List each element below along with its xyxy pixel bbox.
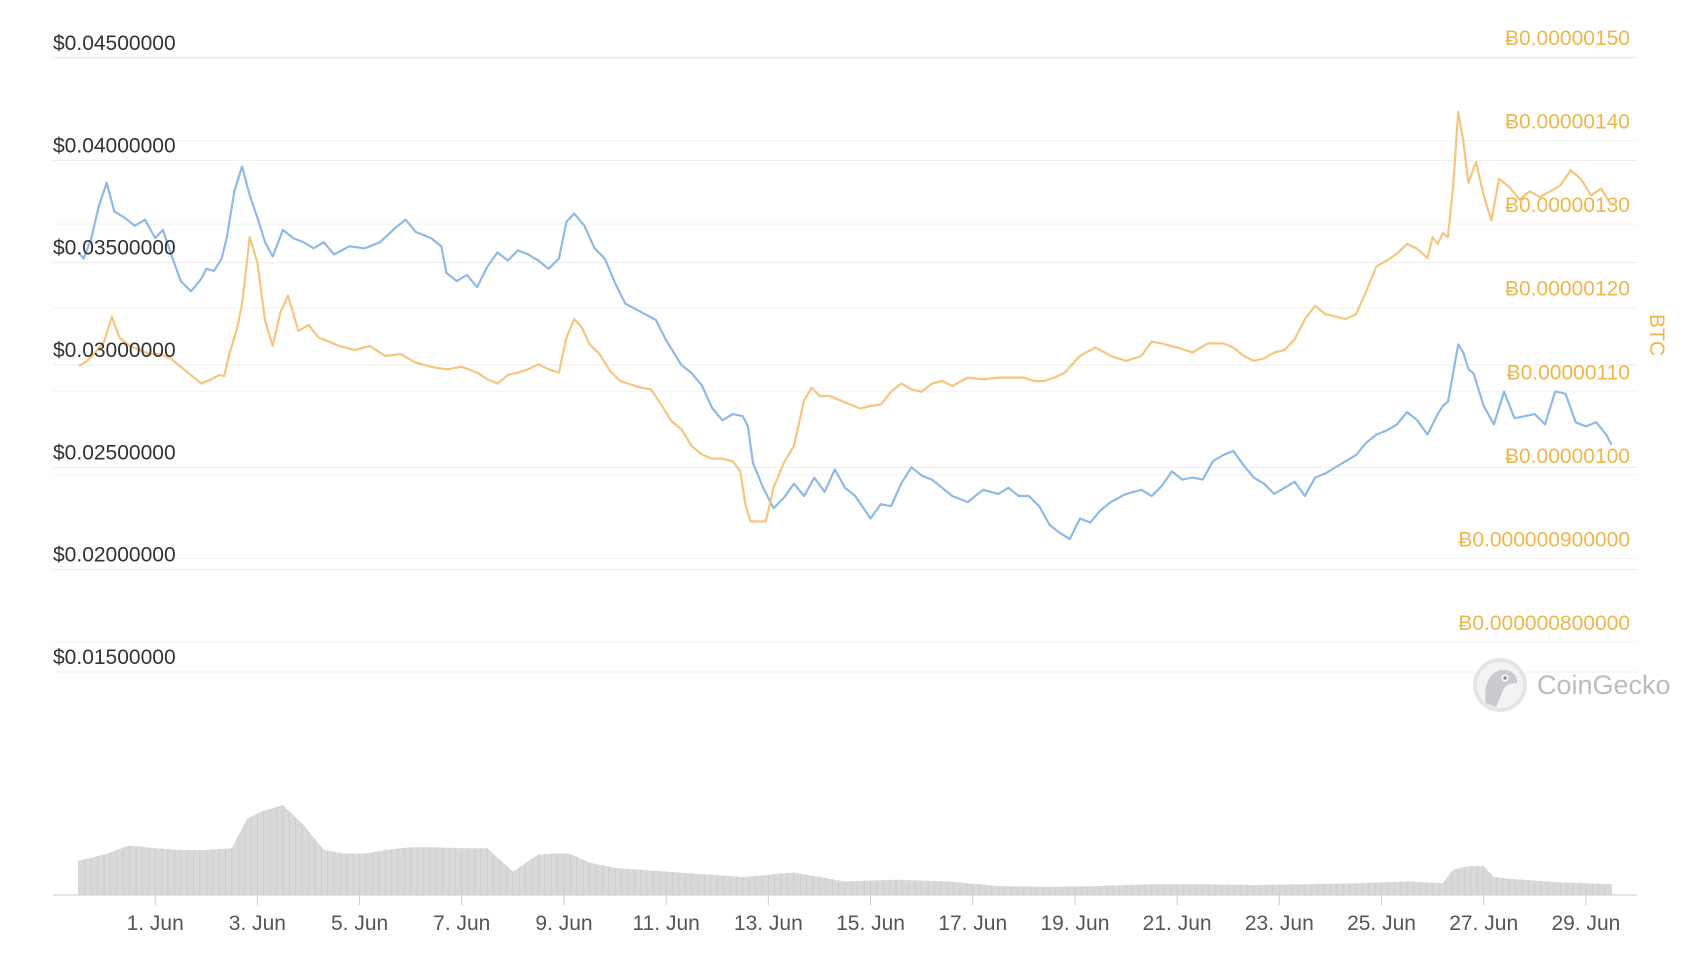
series-line-btc <box>77 110 1613 523</box>
x-tick-label: 15. Jun <box>836 912 905 935</box>
x-tick-label: 11. Jun <box>632 912 699 935</box>
x-tick-label: 29. Jun <box>1551 912 1620 935</box>
gridlines <box>53 56 1637 673</box>
y-left-tick-label: $0.02500000 <box>53 441 176 464</box>
y-left-tick-label: $0.04000000 <box>53 134 176 157</box>
x-tick-label: 25. Jun <box>1347 912 1416 935</box>
series-line-usd <box>77 165 1613 541</box>
y-axis-right-title: BTC <box>1645 314 1668 356</box>
x-tick-label: 3. Jun <box>229 912 286 935</box>
x-tick-label: 21. Jun <box>1143 912 1212 935</box>
y-right-tick-label: Ƀ0.00000130 <box>1505 194 1630 217</box>
y-left-tick-label: $0.02000000 <box>53 544 176 567</box>
y-left-tick-label: $0.03500000 <box>53 237 176 260</box>
x-axis: 1. Jun 3. Jun 5. Jun 7. Jun 9. Jun 11. Jun 13.… <box>53 894 1637 935</box>
gecko-logo-icon <box>1473 658 1527 712</box>
watermark-text: CoinGecko <box>1537 670 1671 700</box>
x-tick-label: 13. Jun <box>734 912 803 935</box>
y-axis-left: $0.04500000 $0.04000000 $0.03500000 $0.0300… <box>53 32 176 669</box>
y-right-tick-label: Ƀ0.00000150 <box>1505 27 1630 50</box>
series-lines <box>77 110 1613 541</box>
coingecko-watermark: CoinGecko <box>1473 658 1671 712</box>
y-right-tick-label: Ƀ0.000000900000 <box>1458 528 1630 551</box>
y-left-tick-label: $0.03000000 <box>53 339 176 362</box>
y-right-tick-label: Ƀ0.000000800000 <box>1458 612 1630 635</box>
x-tick-label: 7. Jun <box>433 912 490 935</box>
y-right-tick-label: Ƀ0.00000120 <box>1505 278 1630 301</box>
volume-area <box>53 805 1637 896</box>
x-tick-label: 1. Jun <box>127 912 184 935</box>
x-tick-label: 23. Jun <box>1245 912 1314 935</box>
x-tick-label: 27. Jun <box>1449 912 1518 935</box>
x-tick-label: 9. Jun <box>535 912 592 935</box>
x-tick-label: 19. Jun <box>1040 912 1109 935</box>
x-tick-label: 5. Jun <box>331 912 388 935</box>
y-right-tick-label: Ƀ0.00000140 <box>1505 111 1630 134</box>
x-tick-label: 17. Jun <box>938 912 1007 935</box>
y-axis-right: Ƀ0.00000150 Ƀ0.00000140 Ƀ0.00000130 Ƀ0.0000… <box>1458 27 1630 635</box>
y-left-tick-label: $0.04500000 <box>53 32 176 55</box>
y-right-tick-label: Ƀ0.00000110 <box>1507 361 1630 384</box>
y-right-tick-label: Ƀ0.00000100 <box>1505 445 1630 468</box>
y-left-tick-label: $0.01500000 <box>53 646 176 669</box>
